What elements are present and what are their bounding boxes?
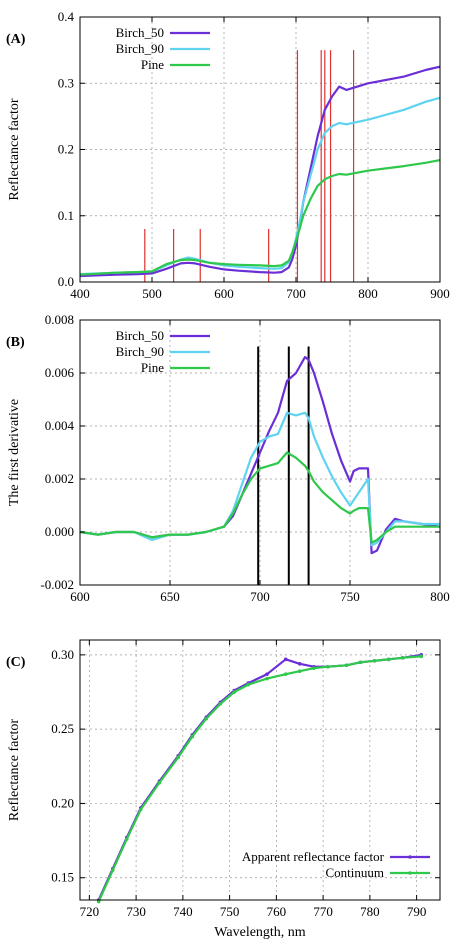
x-tick-label: 740 [173,904,193,919]
y-tick-label: 0.0 [58,274,74,289]
data-point [358,660,363,665]
legend-label: Birch_90 [116,41,164,56]
panel-label: (B) [6,335,25,350]
data-point [283,672,288,676]
x-tick-label: 770 [313,904,333,919]
y-tick-label: 0.2 [58,142,74,157]
data-point [297,661,302,666]
legend-label: Pine [141,57,164,72]
y-tick-label: 0.25 [51,721,74,736]
series-line-continuum [97,655,422,902]
legend-label: Pine [141,360,164,375]
legend-label: Birch_90 [116,344,164,359]
y-tick-label: 0.15 [51,870,74,885]
x-tick-label: 800 [430,589,450,604]
x-tick-label: 750 [340,589,360,604]
data-point [400,656,405,660]
y-tick-label: 0.4 [58,9,75,24]
plot-frame [79,639,441,901]
x-tick-label: 900 [430,286,450,301]
x-axis-label: Wavelength, nm [214,925,306,940]
y-axis-label: Reflectance factor [7,98,22,201]
data-point [190,734,195,739]
panel-label: (A) [6,32,26,47]
x-tick-label: 720 [80,904,100,919]
y-tick-label: 0.000 [45,524,74,539]
data-point [344,663,349,668]
data-point [386,657,391,662]
data-point [265,672,269,676]
legend-label: Birch_50 [116,328,164,343]
data-point [204,716,209,721]
data-point [311,666,316,671]
legend-label: Continuum [325,865,384,880]
chart-panel-3: 720 730 740 750 760 770 780 790 0.15 0.20 0.25 0.30… [6,639,441,940]
x-tick-label: 600 [70,589,90,604]
x-tick-label: 500 [142,286,162,301]
data-point [218,702,223,706]
y-tick-label: 0.20 [51,795,74,810]
data-point [232,690,237,694]
legend-marker [408,871,412,875]
series-line-pine [79,159,441,276]
data-point [138,807,143,812]
x-tick-label: 760 [267,904,287,919]
data-point [124,837,129,841]
series-line-birch-90 [79,96,441,276]
data-point [265,676,269,681]
data-point [297,669,302,673]
y-tick-label: -0.002 [40,577,74,592]
x-tick-label: 780 [360,904,380,919]
legend-label: Apparent reflectance factor [242,849,385,864]
data-point [372,659,377,663]
y-tick-label: 0.30 [51,647,74,662]
y-tick-label: 0.1 [58,208,74,223]
y-axis-label: Reflectance factor [7,719,22,822]
y-tick-label: 0.008 [45,312,74,327]
chart-panel-2: 600 650 700 750 800 -0.002 0.000 0.002 0.004 0.00… [6,312,450,604]
series-line-pine [79,451,440,544]
legend-label: Birch_50 [116,25,164,40]
x-tick-label: 800 [358,286,378,301]
x-tick-label: 750 [220,904,240,919]
y-tick-label: 0.004 [45,418,75,433]
data-point [110,868,115,873]
y-tick-label: 0.006 [45,365,75,380]
x-tick-label: 730 [126,904,146,919]
data-point [419,654,424,659]
x-tick-label: 700 [286,286,306,301]
x-tick-label: 400 [70,286,90,301]
data-point [283,657,288,662]
y-tick-label: 0.002 [45,471,74,486]
y-axis-label: The first derivative [7,399,22,506]
y-tick-label: 0.3 [58,75,74,90]
data-point [325,664,330,669]
chart-panel-1: 400 500 600 700 800 900 0.0 0.1 0.2 0.3 0.4 (A) Refl… [6,9,450,301]
series-line-birch-50 [79,65,441,278]
x-tick-label: 790 [407,904,427,919]
data-point [176,755,180,760]
data-point [246,682,251,687]
data-point [96,899,101,904]
x-tick-label: 600 [214,286,234,301]
panel-label: (C) [6,655,26,670]
data-point [157,780,162,785]
x-tick-label: 700 [250,589,270,604]
legend-marker [408,855,412,859]
x-tick-label: 650 [160,589,180,604]
